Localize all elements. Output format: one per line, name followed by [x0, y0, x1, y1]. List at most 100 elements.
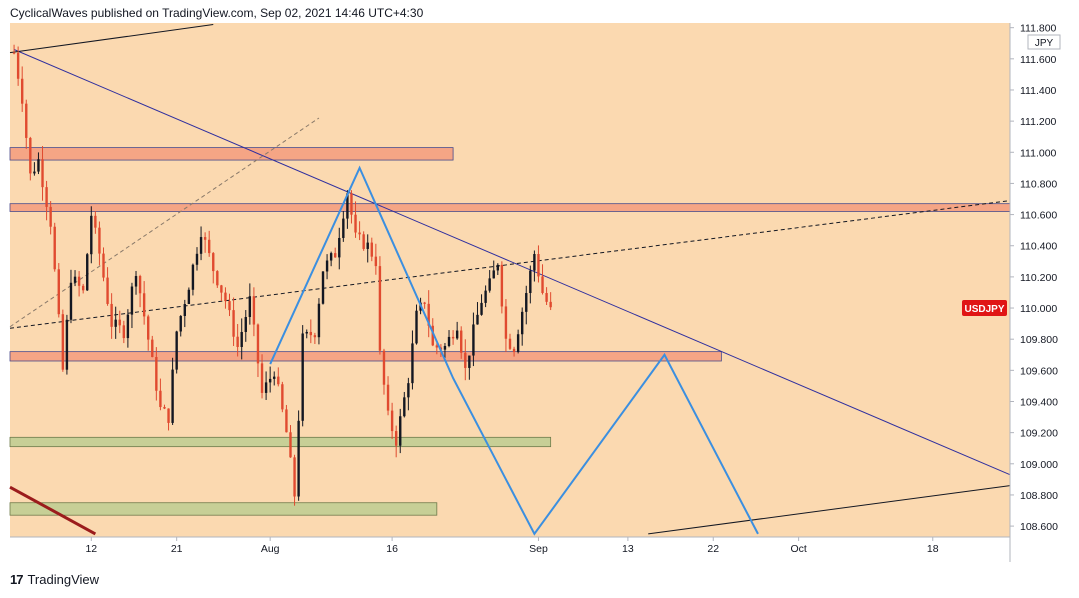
candle-body	[207, 239, 211, 254]
candle-body	[325, 260, 329, 272]
price-tick-label: 109.600	[1020, 365, 1058, 377]
candle-body	[293, 457, 296, 497]
candle-body	[106, 277, 109, 304]
price-tick-label: 111.200	[1020, 116, 1057, 128]
candle-body	[374, 256, 378, 267]
candle-body	[480, 302, 483, 315]
candle-body	[236, 336, 239, 347]
candle-body	[29, 137, 32, 174]
projection-zigzag	[269, 165, 759, 536]
candle-body	[358, 232, 361, 235]
candle-body	[163, 407, 166, 409]
trendline-1	[9, 200, 1011, 329]
candle-body	[159, 390, 162, 408]
candle-body	[378, 266, 382, 351]
candle-body	[443, 346, 447, 350]
candle-body	[350, 193, 353, 215]
candle-body	[138, 276, 142, 294]
candle-body	[366, 242, 369, 249]
time-tick-label: Oct	[790, 543, 806, 555]
candle-body	[86, 254, 89, 291]
price-tick-label: 109.800	[1020, 334, 1058, 346]
candle-body	[386, 384, 390, 411]
price-tick-label: 111.600	[1020, 54, 1057, 66]
price-tick-label: 110.400	[1020, 241, 1057, 253]
candle-body	[338, 237, 341, 258]
candle-body	[541, 276, 544, 294]
candle-body	[69, 282, 73, 320]
candle-body	[370, 242, 373, 257]
candle-body	[496, 264, 500, 271]
symbol-label: USDJPY	[964, 304, 1004, 315]
time-tick-label: 16	[386, 543, 398, 555]
support-zone-4	[9, 502, 438, 516]
candle-body	[354, 214, 357, 233]
price-tick-label: 111.000	[1020, 147, 1057, 159]
trendline-5	[9, 485, 97, 536]
candle-body	[240, 331, 243, 347]
candle-body	[244, 317, 247, 332]
candle-body	[500, 264, 504, 307]
candle-body	[175, 331, 178, 370]
trendline-4	[648, 485, 1011, 535]
candle-body	[512, 348, 516, 352]
candle-body	[167, 408, 170, 423]
time-tick-label: 18	[927, 543, 939, 555]
candle-body	[252, 296, 256, 325]
price-tick-label: 111.800	[1020, 23, 1057, 35]
candle-layer	[12, 44, 552, 506]
candle-body	[484, 290, 487, 303]
candle-body	[390, 410, 394, 432]
candle-body	[451, 336, 455, 339]
candle-body	[41, 159, 44, 188]
candle-body	[130, 286, 134, 315]
candle-body	[464, 352, 467, 368]
candle-body	[329, 253, 333, 261]
time-tick-label: 22	[707, 543, 719, 555]
candle-body	[191, 264, 195, 290]
support-zone-3	[9, 436, 552, 448]
currency-box	[1027, 34, 1061, 50]
candle-body	[301, 333, 304, 421]
candle-body	[545, 293, 548, 302]
candle-body	[118, 319, 121, 326]
candle-body	[297, 420, 300, 497]
candle-body	[98, 227, 101, 254]
candle-body	[94, 215, 97, 228]
tradingview-logo-icon: 17	[10, 572, 24, 587]
tradingview-footer[interactable]: 17 TradingView	[10, 572, 99, 587]
plot-background	[10, 23, 1010, 537]
candle-body	[362, 234, 365, 249]
candle-body	[533, 254, 536, 271]
candle-body	[151, 339, 154, 357]
candle-body	[228, 301, 231, 311]
price-tick-label: 110.800	[1020, 178, 1057, 190]
price-axis-panel	[1010, 23, 1079, 537]
candle-body	[126, 314, 130, 339]
candle-body	[334, 253, 337, 258]
candle-body	[102, 253, 105, 278]
price-tick-label: 108.800	[1020, 490, 1058, 502]
candle-body	[114, 319, 117, 327]
price-tick-label: 110.000	[1020, 303, 1057, 315]
candle-body	[20, 78, 24, 104]
candle-body	[183, 304, 186, 316]
candle-body	[155, 356, 158, 391]
candle-body	[248, 296, 252, 318]
price-tick-label: 110.600	[1020, 210, 1057, 222]
candle-body	[37, 159, 40, 172]
candle-body	[25, 103, 28, 138]
candle-body	[53, 226, 56, 270]
candle-body	[195, 253, 199, 265]
currency-label: JPY	[1035, 38, 1054, 49]
candle-body	[273, 376, 276, 379]
resistance-zone-2	[9, 351, 722, 362]
resistance-zone-1	[9, 203, 1011, 212]
candle-body	[549, 301, 552, 308]
candle-body	[260, 363, 264, 393]
candle-body	[57, 269, 60, 315]
tradingview-brand: TradingView	[27, 572, 100, 587]
candle-body	[65, 319, 69, 370]
candle-body	[407, 383, 410, 398]
